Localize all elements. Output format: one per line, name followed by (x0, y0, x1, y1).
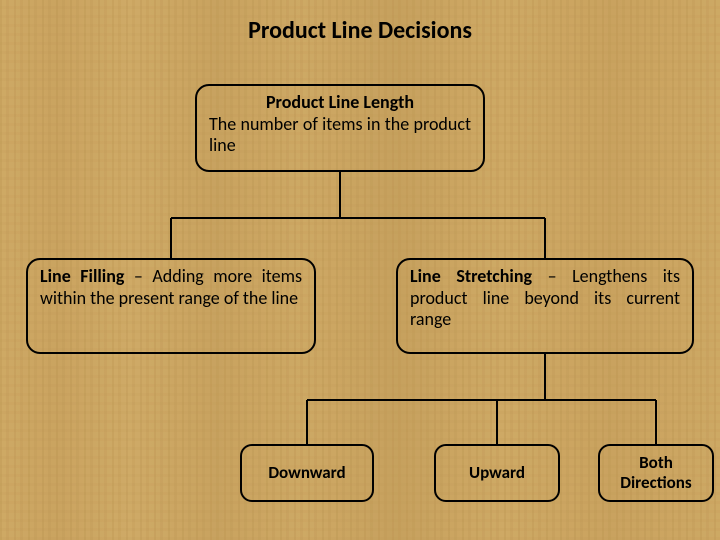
node-filling: Line Filling – Adding more items within … (26, 258, 316, 354)
node-stretching-header: Line Stretching (410, 265, 532, 287)
node-stretching: Line Stretching – Lengthens its product … (396, 258, 694, 354)
node-both: Both Directions (598, 444, 714, 502)
slide: Product Line Decisions Product Line Leng… (0, 0, 720, 540)
node-root: Product Line Length The number of items … (195, 84, 485, 172)
node-root-body: The number of items in the product line (209, 113, 471, 157)
node-both-label: Both Directions (612, 453, 700, 494)
node-filling-header: Line Filling (40, 265, 124, 287)
page-title: Product Line Decisions (0, 16, 720, 45)
node-upward-label: Upward (469, 463, 525, 483)
node-upward: Upward (434, 444, 560, 502)
node-downward-label: Downward (268, 463, 345, 483)
node-downward: Downward (240, 444, 374, 502)
node-root-header: Product Line Length (209, 92, 471, 114)
